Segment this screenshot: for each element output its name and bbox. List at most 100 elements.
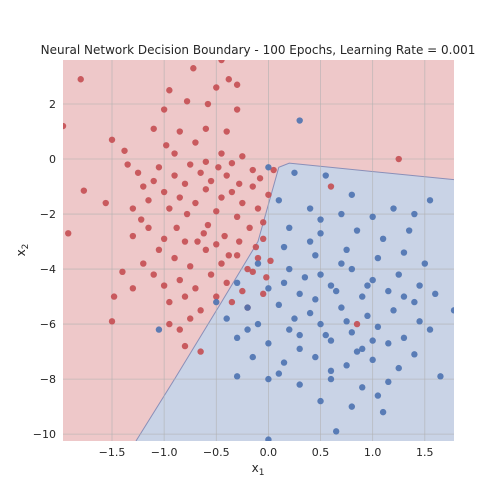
class0-point — [215, 164, 222, 171]
class1-point — [327, 367, 335, 375]
class1-point — [437, 373, 444, 380]
class1-point — [385, 378, 392, 386]
class0-point — [187, 263, 194, 270]
x-axis-label: x1 — [252, 461, 265, 478]
class0-point — [63, 122, 67, 130]
class0-point — [181, 293, 189, 300]
class1-point — [286, 265, 293, 273]
plot-area — [63, 60, 454, 441]
class1-point — [306, 309, 314, 317]
class0-point — [140, 260, 147, 267]
y-tick-label: −8 — [40, 373, 56, 386]
class0-point — [263, 274, 270, 281]
class0-point — [239, 287, 246, 295]
x-tick-label: 1.0 — [364, 446, 382, 459]
class0-point — [160, 282, 168, 289]
class0-point — [183, 98, 191, 105]
class0-point — [207, 271, 215, 278]
class0-point — [129, 285, 137, 292]
class1-point — [317, 216, 324, 223]
class1-point — [369, 276, 376, 284]
class0-point — [218, 260, 225, 267]
class0-point — [166, 87, 173, 94]
class1-point — [426, 197, 434, 204]
class1-point — [400, 249, 408, 256]
y-tick-label: −4 — [40, 263, 56, 276]
class0-point — [110, 293, 118, 300]
class0-point — [108, 318, 116, 325]
class0-point — [252, 243, 260, 251]
class0-point — [213, 241, 220, 248]
class1-point — [450, 307, 454, 314]
scatter-points — [63, 60, 454, 441]
class1-point — [286, 326, 293, 333]
class1-point — [296, 331, 303, 339]
class0-point — [173, 224, 180, 232]
y-tick-label: 0 — [49, 153, 56, 166]
class1-point — [280, 243, 288, 251]
class1-point — [338, 260, 345, 267]
y-tick-label: −6 — [40, 318, 56, 331]
class0-point — [192, 139, 199, 146]
class1-point — [254, 260, 262, 267]
x-tick-label: −0.5 — [203, 446, 230, 459]
class0-point — [166, 205, 173, 212]
class1-point — [411, 210, 418, 218]
class0-point — [223, 172, 230, 179]
x-tick-labels: −1.5 −1.0 −0.5 0.0 0.5 1.0 1.5 — [99, 446, 434, 459]
class0-point — [145, 197, 152, 204]
class1-point — [254, 320, 262, 328]
class0-point — [197, 348, 204, 355]
class0-point — [80, 187, 88, 194]
class1-point — [359, 384, 366, 391]
class0-point — [176, 128, 183, 135]
class1-point — [155, 326, 163, 333]
class1-point — [233, 373, 241, 380]
class1-point — [275, 301, 283, 309]
class1-point — [265, 375, 272, 383]
class0-point — [213, 293, 220, 300]
class0-point — [187, 161, 194, 168]
class0-point — [223, 279, 230, 287]
class0-point — [155, 164, 163, 171]
class0-point — [145, 224, 152, 232]
class0-point — [218, 60, 225, 64]
class1-point — [249, 353, 256, 361]
y-tick-label: 2 — [49, 98, 56, 111]
class0-point — [108, 136, 116, 143]
class1-point — [374, 323, 382, 331]
class0-point — [171, 254, 178, 262]
class0-point — [233, 106, 241, 113]
class0-point — [218, 194, 225, 201]
class1-point — [280, 359, 288, 366]
class0-point — [204, 221, 212, 229]
class0-point — [221, 232, 228, 240]
x-tick-label: 0.0 — [260, 446, 278, 459]
class1-point — [353, 227, 361, 234]
class1-point — [385, 340, 392, 347]
class0-point — [129, 205, 137, 212]
class0-point — [171, 150, 178, 157]
chart-title: Neural Network Decision Boundary - 100 E… — [41, 43, 476, 57]
y-tick-label: −2 — [40, 208, 56, 221]
class0-point — [134, 169, 142, 176]
class1-point — [275, 370, 283, 377]
y-axis-label-subscript: 2 — [21, 244, 31, 250]
class0-point — [228, 298, 236, 306]
class0-point — [244, 265, 251, 273]
class1-point — [327, 282, 335, 289]
class1-point — [390, 205, 397, 212]
class1-point — [359, 293, 366, 300]
class1-point — [411, 351, 418, 358]
class1-point — [364, 282, 371, 289]
class1-point — [275, 197, 283, 204]
class0-point — [197, 307, 204, 314]
class1-point — [327, 375, 335, 383]
class1-point — [369, 356, 376, 364]
class0-point — [239, 199, 246, 207]
y-tick-label: −10 — [33, 428, 56, 441]
class0-point — [233, 252, 241, 259]
class1-point — [343, 362, 350, 369]
class1-point — [244, 304, 251, 311]
class1-point — [348, 329, 356, 336]
